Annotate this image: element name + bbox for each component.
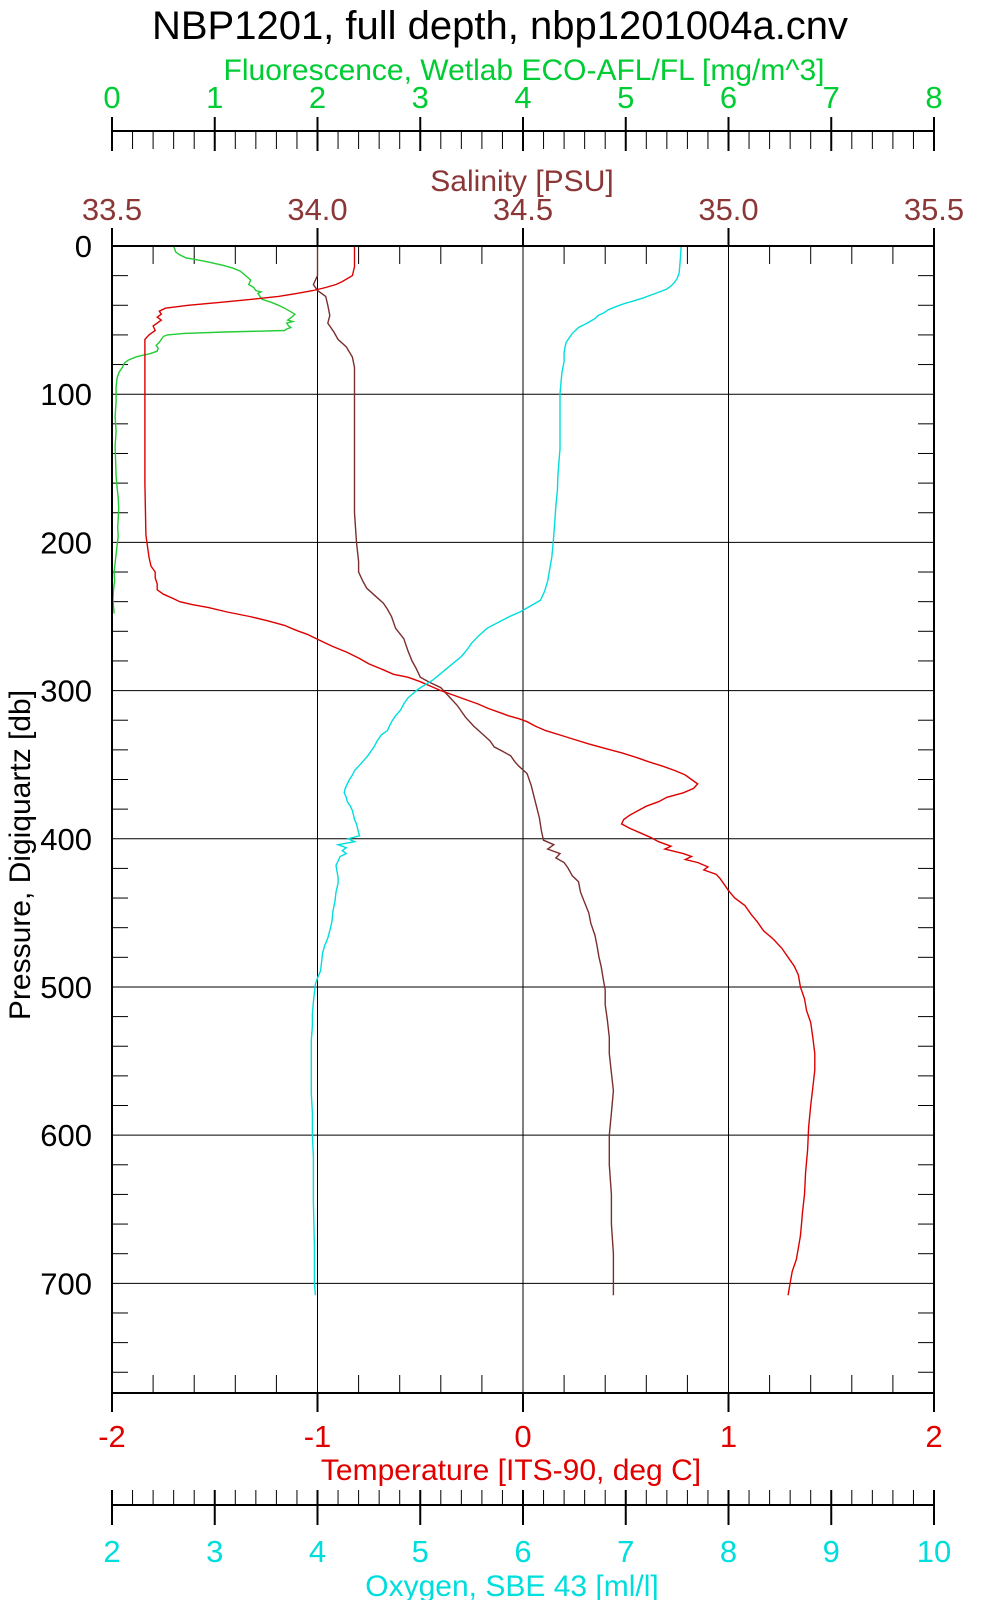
fluorescence-tick-label: 8 [925, 80, 942, 115]
fluorescence-tick-label: 2 [309, 80, 326, 115]
temperature-tick-label: 2 [925, 1419, 942, 1454]
pressure-tick-label: 400 [40, 822, 92, 857]
fluorescence-tick-label: 5 [617, 80, 634, 115]
curve-oxygen [310, 247, 682, 1296]
pressure-tick-label: 100 [40, 377, 92, 412]
oxygen-tick-label: 4 [309, 1534, 326, 1569]
fluorescence-tick-label: 6 [720, 80, 737, 115]
oxygen-tick-label: 9 [823, 1534, 840, 1569]
salinity-axis-title: Salinity [PSU] [430, 165, 613, 198]
salinity-tick-label: 35.0 [698, 192, 758, 227]
pressure-tick-label: 200 [40, 525, 92, 560]
salinity-tick-label: 34.5 [493, 192, 553, 227]
oxygen-tick-label: 6 [514, 1534, 531, 1569]
pressure-tick-label: 600 [40, 1118, 92, 1153]
curve-temperature [144, 247, 816, 1296]
fluorescence-tick-label: 7 [823, 80, 840, 115]
oxygen-tick-label: 3 [206, 1534, 223, 1569]
oxygen-tick-label: 5 [412, 1534, 429, 1569]
temperature-axis-title: Temperature [ITS-90, deg C] [321, 1454, 701, 1487]
curve-fluorescence [113, 247, 297, 614]
oxygen-tick-label: 2 [103, 1534, 120, 1569]
fluorescence-tick-label: 0 [103, 80, 120, 115]
salinity-tick-label: 33.5 [82, 192, 142, 227]
fluorescence-axis-title: Fluorescence, Wetlab ECO-AFL/FL [mg/m^3] [224, 54, 825, 87]
salinity-tick-label: 35.5 [904, 192, 964, 227]
oxygen-axis-title: Oxygen, SBE 43 [ml/l] [365, 1570, 658, 1600]
oxygen-tick-label: 10 [917, 1534, 951, 1569]
fluorescence-tick-label: 4 [514, 80, 531, 115]
fluorescence-tick-label: 3 [412, 80, 429, 115]
pressure-tick-label: 300 [40, 674, 92, 709]
pressure-tick-label: 500 [40, 970, 92, 1005]
temperature-tick-label: -1 [304, 1419, 332, 1454]
fluorescence-tick-label: 1 [206, 80, 223, 115]
temperature-tick-label: -2 [98, 1419, 126, 1454]
oxygen-tick-label: 7 [617, 1534, 634, 1569]
curve-salinity [312, 247, 615, 1296]
temperature-tick-label: 1 [720, 1419, 737, 1454]
salinity-tick-label: 34.0 [287, 192, 347, 227]
pressure-axis-title: Pressure, Digiquartz [db] [4, 690, 37, 1020]
pressure-tick-label: 700 [40, 1266, 92, 1301]
oxygen-tick-label: 8 [720, 1534, 737, 1569]
pressure-tick-label: 0 [75, 229, 92, 264]
temperature-tick-label: 0 [514, 1419, 531, 1454]
chart-title: NBP1201, full depth, nbp1201004a.cnv [151, 4, 849, 48]
